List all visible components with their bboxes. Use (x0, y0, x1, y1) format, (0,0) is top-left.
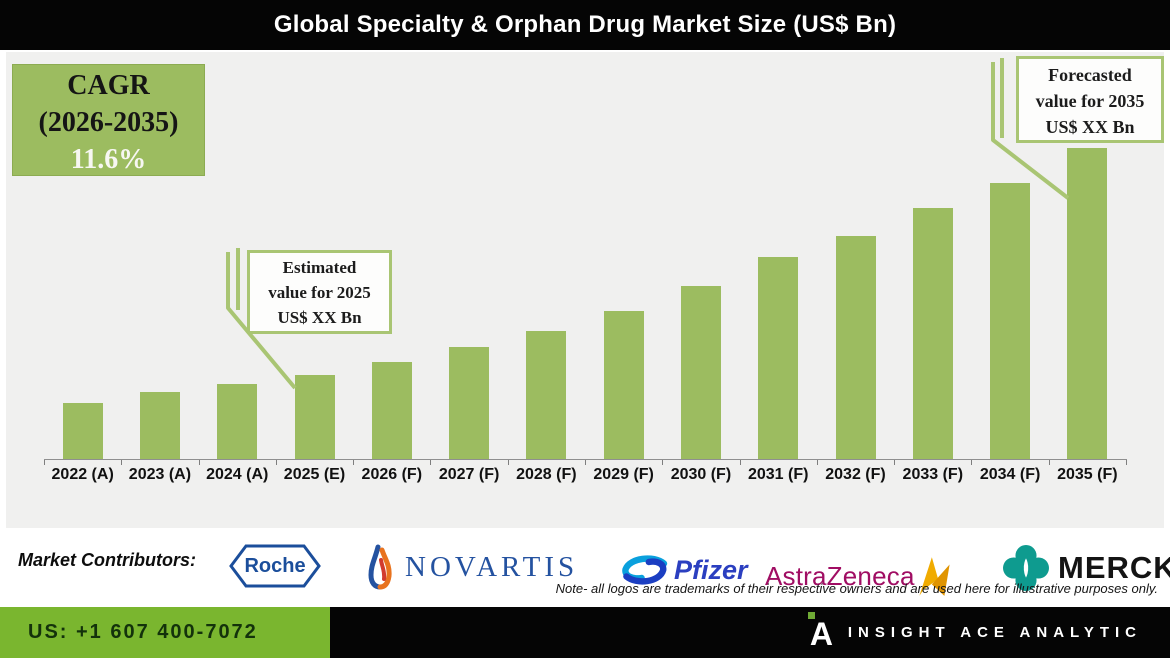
axis-tick (507, 459, 509, 465)
x-axis-label: 2023 (A) (128, 466, 192, 483)
axis-tick (198, 459, 200, 465)
pfizer-swirl-icon (622, 555, 668, 585)
x-axis-label: 2022 (A) (51, 466, 114, 483)
astrazeneca-logo: AstraZeneca (765, 552, 955, 600)
merck-clover-icon (1003, 545, 1049, 591)
bar-2035-(f) (1067, 148, 1108, 459)
axis-tick (353, 459, 355, 465)
axis-tick (1048, 459, 1050, 465)
x-axis-label: 2028 (F) (516, 466, 577, 483)
bar-2027-(f) (449, 347, 490, 459)
phone-block: US: +1 607 400-7072 (0, 607, 330, 658)
forecasted-value-callout: Forecasted value for 2035 US$ XX Bn (1016, 56, 1164, 143)
x-axis-line (44, 459, 1127, 460)
merck-logo: MERCK (1003, 545, 1170, 591)
page-title: Global Specialty & Orphan Drug Market Si… (273, 11, 897, 38)
contributors-strip: Market Contributors: Roche NOVARTIS Pfiz… (0, 528, 1170, 607)
bar-2025-(e) (294, 375, 335, 459)
axis-tick (971, 459, 973, 465)
axis-tick (739, 459, 741, 465)
bar-2023-(a) (139, 392, 180, 459)
phone-number: US: +1 607 400-7072 (28, 621, 258, 643)
x-axis-label: 2035 (F) (1057, 466, 1118, 483)
x-axis-label: 2025 (E) (283, 466, 346, 483)
estimated-value-callout: Estimated value for 2025 US$ XX Bn (247, 250, 392, 334)
title-bar: Global Specialty & Orphan Drug Market Si… (0, 0, 1170, 50)
novartis-logo: NOVARTIS (365, 544, 578, 590)
merck-wordmark: MERCK (1058, 550, 1170, 585)
x-axis-label: 2030 (F) (670, 466, 732, 483)
axis-tick (121, 459, 123, 465)
bar-2031-(f) (758, 257, 799, 459)
x-axis-label: 2024 (A) (206, 466, 269, 483)
cagr-box: CAGR (2026-2035) 11.6% (12, 64, 205, 176)
brand-block: A INSIGHT ACE ANALYTIC (807, 607, 1142, 658)
forecasted-line3: US$ XX Bn (1045, 117, 1135, 137)
chart-area: 2022 (A) 2023 (A) 2024 (A) 2025 (E) 2026 (F)… (6, 52, 1164, 528)
bar-2029-(f) (603, 311, 644, 459)
bar-2030-(f) (680, 286, 721, 459)
pfizer-wordmark: Pfizer (674, 554, 748, 585)
x-axis-label: 2029 (F) (593, 466, 654, 483)
bar-2034-(f) (990, 183, 1031, 459)
market-contributors-label: Market Contributors: (18, 550, 197, 570)
logo-letter: A (809, 615, 833, 652)
estimated-line2: value for 2025 (268, 283, 371, 302)
bar-2028-(f) (526, 331, 567, 459)
axis-tick (662, 459, 664, 465)
roche-logo: Roche (228, 543, 322, 589)
astrazeneca-wordmark: AstraZeneca (765, 560, 915, 591)
pfizer-logo: Pfizer (620, 552, 748, 588)
bar-2022-(a) (62, 403, 103, 459)
bar-2024-(a) (217, 384, 258, 459)
roche-hexagon-icon (229, 544, 321, 588)
x-axis-label: 2026 (F) (361, 466, 423, 483)
footer-bar: US: +1 607 400-7072 A INSIGHT ACE ANALYT… (0, 607, 1170, 658)
cagr-label: CAGR (67, 70, 150, 101)
axis-tick (430, 459, 432, 465)
forecasted-line2: value for 2035 (1035, 91, 1145, 111)
x-axis-label: 2032 (F) (825, 466, 886, 483)
axis-tick (1126, 459, 1127, 465)
bar-2026-(f) (371, 362, 412, 459)
axis-tick (585, 459, 586, 465)
x-axis-label: 2031 (F) (747, 466, 809, 483)
novartis-wordmark: NOVARTIS (405, 550, 579, 583)
roche-wordmark: Roche (244, 554, 306, 577)
bar-2033-(f) (912, 208, 953, 459)
cagr-value: 11.6% (70, 144, 147, 175)
insight-ace-logo-icon: A (807, 611, 834, 652)
trademark-note: Note- all logos are trademarks of their … (555, 581, 1158, 596)
axis-tick (275, 459, 277, 465)
x-axis-label: 2027 (F) (438, 466, 500, 483)
axis-tick (44, 459, 45, 465)
axis-tick (894, 459, 896, 465)
estimated-line1: Estimated (282, 258, 357, 277)
estimated-line3: US$ XX Bn (277, 308, 362, 327)
forecasted-line1: Forecasted (1048, 65, 1132, 85)
bar-2032-(f) (835, 236, 876, 459)
brand-name: INSIGHT ACE ANALYTIC (847, 624, 1142, 641)
astrazeneca-arrow-icon (918, 557, 950, 596)
axis-tick (816, 459, 818, 465)
logo-dot (807, 611, 815, 619)
novartis-flame-icon (368, 544, 392, 590)
x-axis-label: 2034 (F) (979, 466, 1041, 483)
cagr-period: (2026-2035) (38, 107, 179, 138)
x-axis-label: 2033 (F) (902, 466, 964, 483)
